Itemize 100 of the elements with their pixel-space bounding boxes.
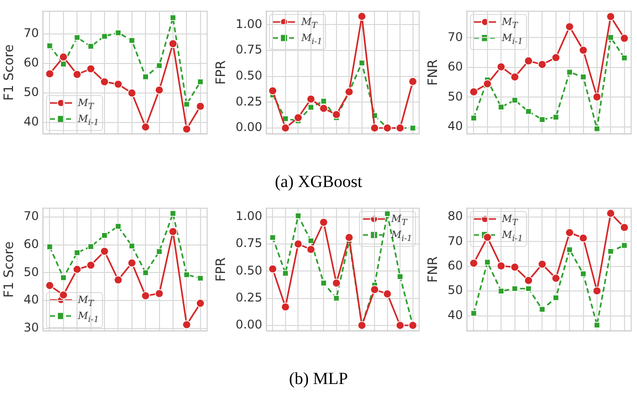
- point: [592, 286, 602, 296]
- point: [594, 322, 600, 328]
- text: (a) XGBoost: [274, 172, 364, 192]
- y-axis-title: FPR: [214, 257, 230, 282]
- point: [552, 294, 560, 301]
- point: [621, 54, 628, 62]
- point: [59, 290, 68, 300]
- legend-label: M$_{T}$: [391, 214, 407, 228]
- y-tick-label: 60: [24, 237, 39, 252]
- point: [319, 104, 328, 113]
- point: [45, 69, 54, 78]
- point: [268, 264, 278, 274]
- y-tick-label: 50: [24, 85, 39, 100]
- point: [470, 310, 477, 317]
- point: [59, 52, 68, 62]
- point: [320, 98, 327, 104]
- legend-label: M$_{T}$: [78, 98, 94, 111]
- legend-label: M$_{i-1}$: [391, 230, 412, 244]
- legend-label: M$_{T}$: [502, 17, 518, 30]
- point: [141, 122, 150, 132]
- point: [320, 280, 327, 286]
- point: [607, 248, 614, 255]
- point: [357, 12, 366, 21]
- point: [60, 274, 67, 281]
- point: [524, 276, 533, 285]
- point: [538, 260, 547, 269]
- point: [484, 258, 491, 266]
- point: [88, 243, 94, 250]
- y-tick-label: 80: [448, 209, 463, 224]
- point: [182, 320, 192, 330]
- y-tick-label: 60: [448, 60, 463, 74]
- point: [183, 271, 190, 278]
- point: [74, 249, 80, 256]
- point: [469, 87, 478, 96]
- point: [88, 43, 94, 50]
- point: [580, 270, 586, 278]
- point: [86, 260, 96, 270]
- legend-label: M$_{i-1}$: [78, 310, 99, 324]
- point: [74, 34, 80, 41]
- point: [469, 258, 478, 268]
- point: [72, 264, 82, 274]
- point: [551, 53, 560, 62]
- y-tick-label: 40: [24, 292, 39, 307]
- y-axis-title: FPR: [214, 60, 230, 85]
- y-tick-label: 70: [448, 30, 463, 44]
- point: [496, 262, 506, 270]
- point: [344, 233, 354, 242]
- point: [294, 212, 302, 220]
- point: [370, 285, 380, 294]
- point: [512, 96, 518, 104]
- point: [154, 86, 164, 94]
- point: [333, 295, 340, 302]
- y-tick-label: 0.75: [236, 236, 262, 250]
- point: [358, 60, 366, 66]
- y-tick-label: 60: [448, 258, 463, 273]
- y-tick-label: 0.50: [236, 68, 262, 82]
- y-axis-title: F1 Score: [2, 241, 18, 298]
- y-tick-label: 0.00: [236, 318, 262, 332]
- point: [319, 218, 328, 227]
- y-tick-label: 50: [448, 89, 463, 104]
- point: [332, 110, 341, 119]
- y-tick-label: 0.50: [236, 263, 262, 278]
- y-tick-label: 1.00: [236, 16, 262, 31]
- y-tick-label: 40: [24, 114, 39, 129]
- point: [168, 227, 178, 236]
- point: [470, 114, 477, 122]
- y-axis-title: F1 Score: [2, 44, 18, 101]
- y-tick-label: 60: [24, 56, 39, 70]
- point: [127, 258, 136, 268]
- y-axis-title: FNR: [426, 59, 442, 86]
- legend-label: M$_{i-1}$: [502, 33, 523, 46]
- point: [128, 37, 136, 44]
- legend-label: M$_{T}$: [502, 214, 518, 228]
- point: [128, 242, 136, 250]
- point: [168, 39, 178, 48]
- text: (b) MLP: [288, 369, 350, 389]
- point: [620, 34, 629, 43]
- point: [197, 275, 204, 282]
- point: [281, 124, 290, 132]
- y-tick-label: 40: [448, 119, 463, 134]
- point: [294, 240, 303, 248]
- point: [551, 274, 560, 283]
- point: [552, 114, 560, 120]
- point: [580, 74, 586, 80]
- point: [196, 102, 205, 111]
- point: [308, 238, 314, 244]
- point: [408, 77, 418, 86]
- point: [306, 245, 316, 254]
- point: [538, 306, 546, 313]
- point: [565, 22, 574, 32]
- point: [182, 124, 192, 134]
- point: [512, 285, 518, 292]
- point: [396, 320, 404, 330]
- point: [100, 246, 109, 256]
- point: [197, 78, 204, 86]
- point: [46, 244, 53, 250]
- legend-label: M$_{i-1}$: [301, 33, 322, 46]
- point: [114, 276, 123, 284]
- point: [294, 113, 303, 122]
- point: [46, 42, 53, 49]
